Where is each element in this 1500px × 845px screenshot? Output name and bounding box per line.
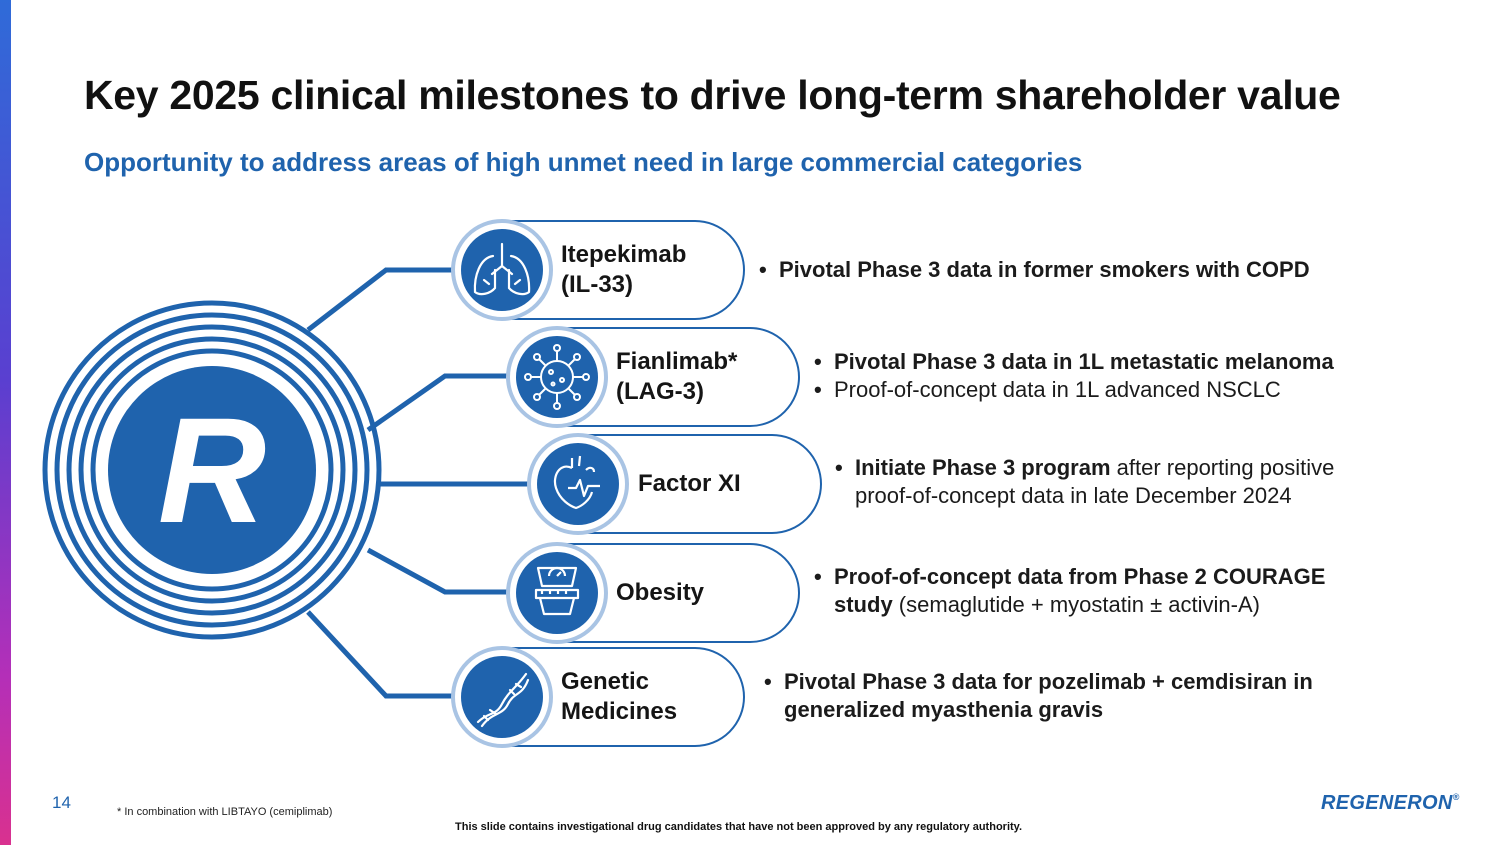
milestone-bullets-factor-xi: Initiate Phase 3 program after reporting… (835, 454, 1395, 510)
brand-name: REGENERON (1321, 792, 1453, 814)
milestone-label-obesity: Obesity (616, 579, 705, 606)
page-number: 14 (52, 793, 71, 812)
bullet-item: Proof-of-concept data in 1L advanced NSC… (814, 376, 1414, 404)
heart-icon (553, 455, 600, 510)
milestone-label-itepekimab: Itepekimab (IL-33) (561, 241, 687, 298)
milestone-bullets-itepekimab: Pivotal Phase 3 data in former smokers w… (759, 256, 1359, 284)
bullet-item: Pivotal Phase 3 data in 1L metastatic me… (814, 348, 1414, 376)
pill-fianlimab (506, 326, 800, 428)
footnote: * In combination with LIBTAYO (cemiplima… (117, 806, 333, 818)
pill-genetic-medicines (451, 646, 745, 748)
cell-icon (524, 344, 590, 410)
milestone-bullets-genetic-medicines: Pivotal Phase 3 data for pozelimab + cem… (764, 668, 1324, 724)
milestone-label-fianlimab: Fianlimab* (LAG-3) (616, 348, 738, 405)
regeneron-logo-rings (42, 300, 382, 640)
milestone-bullets-obesity: Proof-of-concept data from Phase 2 COURA… (814, 563, 1384, 619)
bullet-item: Proof-of-concept data from Phase 2 COURA… (814, 563, 1384, 619)
milestone-label-genetic-medicines: Genetic Medicines (561, 668, 678, 725)
bullet-item: Pivotal Phase 3 data for pozelimab + cem… (764, 668, 1324, 724)
page-subtitle: Opportunity to address areas of high unm… (84, 147, 1083, 177)
milestone-bullets-fianlimab: Pivotal Phase 3 data in 1L metastatic me… (814, 348, 1414, 404)
pill-factor-xi (527, 433, 822, 535)
scale-icon (534, 566, 580, 616)
dna-icon (476, 672, 530, 728)
brand-mark: ® (1452, 792, 1460, 802)
brand-logo: REGENERON® (1321, 792, 1460, 815)
logo-core (108, 366, 316, 574)
logo-letter: R (158, 386, 266, 554)
lungs-icon (473, 242, 531, 296)
bullet-item: Initiate Phase 3 program after reporting… (835, 454, 1395, 510)
pill-itepekimab (451, 219, 745, 321)
milestone-label-factor-xi: Factor XI (638, 470, 741, 497)
regulatory-disclaimer: This slide contains investigational drug… (455, 821, 1023, 833)
page-title: Key 2025 clinical milestones to drive lo… (84, 72, 1341, 118)
bullet-item: Pivotal Phase 3 data in former smokers w… (759, 256, 1359, 284)
accent-side-bar (0, 0, 11, 845)
pill-obesity (506, 542, 800, 644)
connector-lines (306, 267, 530, 699)
